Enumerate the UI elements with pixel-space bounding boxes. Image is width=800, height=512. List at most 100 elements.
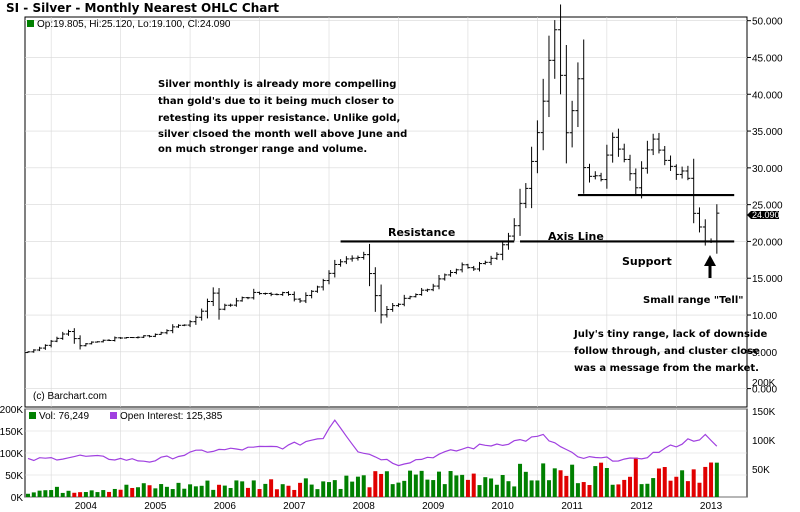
volume-tick-left: 200K — [0, 405, 23, 416]
volume-bar — [26, 493, 30, 497]
volume-bar — [31, 492, 36, 497]
ohlc-bar — [500, 241, 506, 261]
volume-bar — [176, 482, 181, 497]
ohlc-bar — [471, 265, 477, 271]
volume-bar — [460, 474, 465, 497]
ohlc-legend-swatch — [27, 20, 34, 27]
ohlc-bar — [436, 274, 442, 290]
price-tick-label: 50.000 — [752, 17, 783, 28]
ohlc-bar — [679, 166, 685, 179]
ohlc-bar — [448, 270, 454, 277]
ohlc-bar — [314, 285, 320, 293]
volume-bar — [599, 462, 604, 497]
copyright: (c) Barchart.com — [33, 391, 107, 402]
ohlc-bar — [453, 268, 459, 275]
volume-bar — [321, 481, 326, 497]
volume-bar — [390, 484, 395, 497]
volume-bar — [489, 478, 494, 497]
ohlc-bar — [459, 262, 465, 273]
volume-bar — [431, 480, 436, 497]
volume-bar — [523, 471, 528, 497]
ohlc-bar — [228, 303, 234, 307]
support-label: Support — [622, 255, 672, 268]
open-interest-line — [27, 419, 718, 467]
volume-bar — [645, 483, 650, 497]
july-note-line: was a message from the market. — [574, 363, 759, 374]
volume-bar — [159, 484, 164, 497]
volume-bar — [668, 480, 673, 497]
x-tick-label: 2011 — [561, 501, 583, 512]
ohlc-bar — [106, 339, 112, 342]
ohlc-bar — [372, 267, 378, 312]
ohlc-bar — [696, 207, 702, 233]
volume-bar — [60, 492, 65, 497]
volume-bar — [535, 480, 540, 497]
volume-bar — [222, 485, 227, 497]
volume-bar — [217, 484, 222, 497]
volume-tick-right: 100K — [752, 436, 776, 447]
volume-bar — [101, 490, 106, 497]
volume-bar — [373, 471, 378, 497]
ohlc-bar — [430, 283, 436, 292]
volume-bar — [506, 481, 511, 497]
commentary-line: on much stronger range and volume. — [158, 144, 367, 155]
ohlc-bar — [141, 335, 147, 339]
ohlc-bar — [511, 218, 517, 241]
volume-bar — [465, 479, 470, 497]
ohlc-bar — [77, 335, 83, 350]
tell-arrow-icon — [704, 255, 716, 278]
ohlc-bar — [303, 292, 309, 304]
axis-line-label: Axis Line — [548, 230, 604, 243]
volume-readout: Vol: 76,249 — [39, 411, 89, 422]
ohlc-bar — [31, 349, 37, 353]
volume-bar — [205, 480, 210, 497]
volume-bar — [72, 492, 77, 497]
volume-bar — [477, 485, 482, 497]
volume-bar — [251, 480, 256, 497]
volume-bar — [570, 464, 575, 497]
volume-bar — [43, 490, 48, 497]
ohlc-bar — [581, 39, 587, 194]
volume-bar — [436, 471, 441, 497]
ohlc-bar — [66, 329, 72, 336]
ohlc-bar — [477, 261, 483, 272]
volume-bar — [274, 489, 279, 497]
volume-tick-right: 200K — [752, 378, 776, 389]
volume-bar — [691, 469, 696, 497]
ohlc-bar — [170, 324, 176, 334]
volume-bar — [425, 479, 430, 497]
volume-tick-right: 150K — [752, 407, 776, 418]
ohlc-bar — [465, 263, 471, 269]
volume-bar — [361, 475, 366, 497]
volume-bar — [37, 490, 42, 497]
volume-bar — [338, 488, 343, 497]
volume-bar — [188, 484, 193, 497]
volume-bar — [309, 484, 314, 497]
volume-bar — [344, 475, 349, 497]
price-tick-label: 30.000 — [752, 164, 783, 175]
volume-y-axis: 0K 50K 100K 150K 200K 50K 100K 150K 200K — [0, 378, 776, 504]
ohlc-bar — [42, 344, 48, 350]
volume-bar — [552, 468, 557, 497]
ohlc-bar — [488, 255, 494, 266]
volume-bar — [153, 488, 158, 497]
x-tick-label: 2005 — [144, 501, 167, 512]
x-tick-label: 2012 — [630, 501, 653, 512]
volume-bar — [280, 484, 285, 497]
volume-bar — [408, 470, 413, 497]
x-tick-label: 2010 — [492, 501, 515, 512]
volume-bar — [709, 462, 714, 497]
ohlc-bar — [181, 324, 187, 327]
volume-tick-left: 0K — [11, 493, 24, 504]
volume-bar — [633, 457, 638, 497]
volume-bar — [199, 485, 204, 497]
ohlc-bar — [644, 140, 650, 174]
ohlc-bar — [639, 161, 645, 199]
july-note-line: follow through, and cluster close — [574, 346, 760, 357]
price-tick-label: 20.000 — [752, 237, 783, 248]
ohlc-bar — [280, 291, 286, 296]
ohlc-bar — [685, 165, 691, 181]
price-tick-label: 40.000 — [752, 90, 783, 101]
ohlc-bar — [563, 45, 569, 164]
